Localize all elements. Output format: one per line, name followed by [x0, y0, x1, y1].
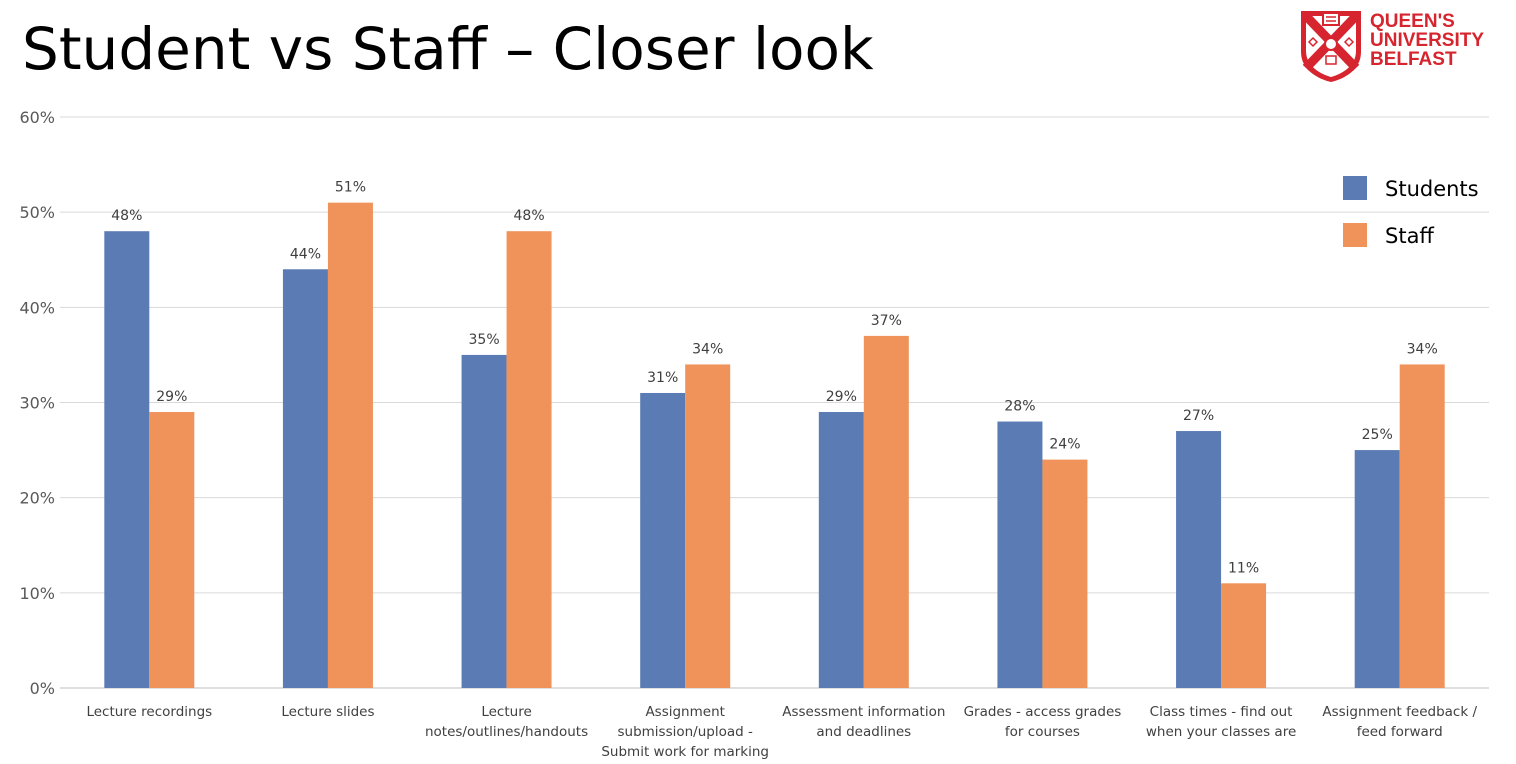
data-label: 37% [871, 313, 902, 329]
x-category-label: Grades - access grades for courses [964, 704, 1122, 740]
data-label: 48% [514, 208, 545, 224]
y-tick-label: 20% [19, 489, 55, 508]
x-category-label: Assignment feedback / feed forward [1322, 704, 1477, 740]
x-category-label: Class times - find out when your classes … [1146, 704, 1296, 740]
bar-students [818, 412, 864, 688]
x-category-label-line: Lecture recordings [86, 704, 212, 720]
bar-staff [1042, 459, 1088, 688]
x-category-label: Lecture recordings [86, 704, 212, 720]
logo-wordmark: QUEEN'S UNIVERSITY BELFAST [1370, 12, 1484, 69]
y-tick-label: 40% [19, 298, 55, 317]
bar-students [104, 231, 150, 688]
data-label: 48% [111, 208, 142, 224]
x-category-label-line: when your classes are [1146, 724, 1296, 740]
x-category-label-line: Lecture slides [281, 704, 374, 720]
bar-students [1354, 450, 1400, 688]
x-category-label-line: Assignment feedback / [1322, 704, 1477, 720]
bar-students [997, 421, 1043, 688]
data-label: 28% [1004, 399, 1035, 415]
legend-label: Staff [1385, 224, 1434, 248]
bar-staff [506, 231, 552, 688]
legend-swatch [1343, 176, 1367, 200]
bar-staff [1399, 364, 1445, 688]
x-category-label-line: and deadlines [816, 724, 911, 740]
x-category-label-line: for courses [1005, 724, 1080, 740]
bar-students [640, 392, 686, 688]
x-category-label-line: Assignment [645, 704, 724, 720]
bar-staff [685, 364, 731, 688]
bar-students [461, 354, 507, 688]
bar-students [1176, 431, 1222, 688]
data-label: 11% [1228, 560, 1259, 576]
y-axis: 0% 10% 20% 30% 40% 50% 60% [19, 108, 55, 698]
y-tick-label: 10% [19, 584, 55, 603]
x-category-label: Lecture notes/outlines/handouts [425, 704, 588, 740]
bar-staff [149, 412, 195, 688]
y-tick-label: 60% [19, 108, 55, 127]
data-label: 34% [1407, 341, 1438, 357]
x-category-label-line: Lecture [481, 704, 531, 720]
legend: Students Staff [1343, 176, 1479, 248]
data-label: 34% [692, 341, 723, 357]
y-tick-label: 0% [30, 679, 55, 698]
x-category-label-line: Assessment information [782, 704, 945, 720]
y-tick-label: 30% [19, 394, 55, 413]
x-category-label-line: notes/outlines/handouts [425, 724, 588, 740]
x-category-label: Assessment information and deadlines [782, 704, 945, 740]
data-label: 25% [1362, 427, 1393, 443]
university-crest-icon [1301, 11, 1361, 82]
data-label: 24% [1049, 437, 1080, 453]
x-category-label: Lecture slides [281, 704, 374, 720]
slide-title: Student vs Staff – Closer look [22, 15, 874, 83]
queens-university-belfast-logo: QUEEN'S UNIVERSITY BELFAST [1298, 8, 1498, 84]
x-category-label: Assignment submission/upload - Submit work… [601, 704, 769, 760]
x-category-label-line: feed forward [1357, 724, 1443, 740]
bar-staff [863, 335, 909, 688]
data-label: 44% [290, 246, 321, 262]
data-label: 29% [156, 389, 187, 405]
gridlines [60, 116, 1489, 689]
x-axis: Lecture recordings Lecture slides Lecture n… [86, 704, 1477, 760]
bar-staff [1221, 583, 1267, 688]
data-labels: 48% 29% 44% 51% 35% 48% 31% 34% 29% 37% 28% 24% 27% 1… [111, 180, 1438, 577]
x-category-label-line: Class times - find out [1150, 704, 1293, 720]
logo-line: QUEEN'S [1370, 11, 1455, 32]
data-label: 35% [469, 332, 500, 348]
data-label: 27% [1183, 408, 1214, 424]
logo-line: BELFAST [1370, 49, 1457, 70]
y-tick-label: 50% [19, 203, 55, 222]
x-category-label-line: Submit work for marking [601, 744, 769, 760]
data-label: 31% [647, 370, 678, 386]
bar-students [282, 269, 328, 688]
x-category-label-line: submission/upload - [617, 724, 753, 740]
bar-staff [327, 202, 373, 688]
legend-swatch [1343, 223, 1367, 247]
bars [104, 202, 1445, 688]
data-label: 51% [335, 180, 366, 196]
legend-label: Students [1385, 177, 1479, 201]
logo-line: UNIVERSITY [1370, 30, 1485, 51]
x-category-label-line: Grades - access grades [964, 704, 1122, 720]
data-label: 29% [826, 389, 857, 405]
